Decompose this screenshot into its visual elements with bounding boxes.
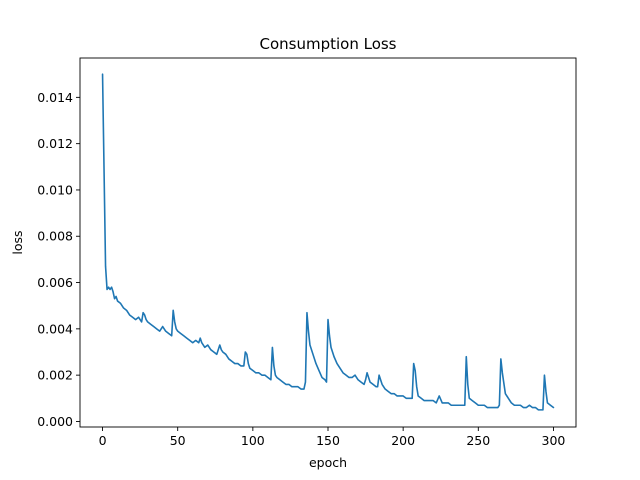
chart-title: Consumption Loss xyxy=(259,35,396,53)
x-tick-label: 50 xyxy=(170,433,186,448)
y-axis-title: loss xyxy=(10,230,25,254)
y-axis-ticks: 0.000 0.002 0.004 0.006 0.008 0.010 0.012 0.014 xyxy=(37,90,80,429)
series-layer xyxy=(101,73,555,411)
y-tick-label: 0.010 xyxy=(37,182,73,197)
x-tick-label: 100 xyxy=(241,433,265,448)
x-tick-label: 150 xyxy=(316,433,340,448)
x-tick-label: 250 xyxy=(466,433,490,448)
plot-frame xyxy=(79,57,577,428)
x-tick-label: 200 xyxy=(391,433,415,448)
loss-line xyxy=(101,73,555,411)
y-tick-label: 0.006 xyxy=(37,275,73,290)
y-tick-label: 0.000 xyxy=(37,414,73,429)
y-tick-label: 0.004 xyxy=(37,321,73,336)
y-tick-label: 0.008 xyxy=(37,229,73,244)
x-tick-label: 300 xyxy=(542,433,566,448)
y-tick-label: 0.012 xyxy=(37,136,73,151)
x-axis-ticks: 0 50 100 150 200 250 300 xyxy=(99,427,566,448)
y-tick-label: 0.014 xyxy=(37,90,73,105)
plot-area xyxy=(80,58,576,427)
y-tick-label: 0.002 xyxy=(37,368,73,383)
x-axis-title: epoch xyxy=(309,455,347,470)
x-tick-label: 0 xyxy=(99,433,107,448)
